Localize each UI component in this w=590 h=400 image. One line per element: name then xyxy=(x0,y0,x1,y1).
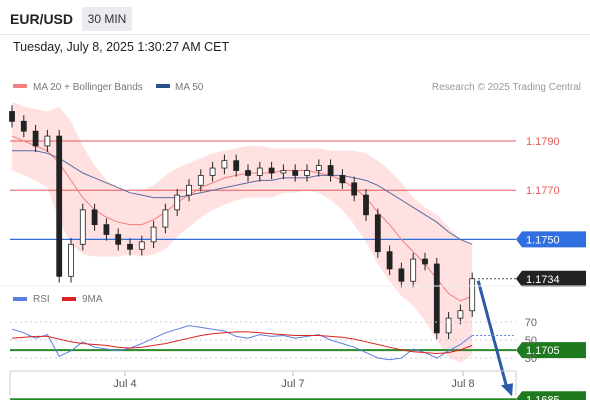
pivot-price-label: 1.1750 xyxy=(526,234,560,246)
candle-body xyxy=(374,214,381,253)
pivot-price-tag xyxy=(516,231,586,248)
candle-body xyxy=(127,243,133,250)
candle-body xyxy=(363,194,369,216)
support-price-tag xyxy=(516,342,586,359)
forecast-arrow-line xyxy=(476,280,509,389)
candle-body xyxy=(351,182,358,196)
candle-body xyxy=(20,120,27,132)
candle-body xyxy=(56,135,63,277)
candle-body xyxy=(162,209,169,228)
candle-body xyxy=(197,175,204,186)
rsi-legend-label: RSI xyxy=(33,294,50,305)
forecast-arrow-head xyxy=(501,383,513,397)
candle-body xyxy=(44,135,51,147)
support-price-label: 1.1705 xyxy=(526,345,560,357)
ma20-legend-label: MA 20 + Bollinger Bands xyxy=(33,82,143,93)
rsi-line xyxy=(11,325,473,361)
candle-body xyxy=(339,175,346,184)
ma50-legend-swatch xyxy=(156,84,170,88)
candle-body xyxy=(9,111,15,122)
candle-body xyxy=(386,251,393,270)
candle-body xyxy=(304,170,310,176)
candle-body xyxy=(268,167,275,174)
candle-body xyxy=(457,310,464,319)
candle-body xyxy=(68,243,74,277)
candle-body xyxy=(280,170,287,174)
ma50-line xyxy=(12,150,473,245)
candle-body xyxy=(115,234,122,245)
bollinger-band-area xyxy=(12,101,473,363)
candle-body xyxy=(433,263,440,334)
datetime-label: Tuesday, July 8, 2025 1:30:27 AM CET xyxy=(13,40,230,54)
candle-body xyxy=(150,226,157,243)
candle-body xyxy=(422,258,428,265)
ma20-legend-swatch xyxy=(13,84,27,88)
rsi-legend-swatch xyxy=(13,297,27,301)
candle-body xyxy=(398,268,405,282)
candle-body xyxy=(79,209,86,245)
last-price-price-tag xyxy=(516,270,586,287)
resistance-price-label: 1.1790 xyxy=(526,136,560,148)
candle-body xyxy=(138,241,145,250)
header-divider xyxy=(0,34,590,35)
candle-body xyxy=(469,278,476,312)
ma20-line xyxy=(11,135,473,302)
x-tick-label: Jul 7 xyxy=(281,378,304,390)
timeframe-button[interactable]: 30 MIN xyxy=(82,7,132,31)
resistance-price-label: 1.1770 xyxy=(526,185,560,197)
candle-body xyxy=(245,170,251,176)
ma9-legend-swatch xyxy=(62,297,76,301)
x-tick-label: Jul 8 xyxy=(451,378,474,390)
candle-body xyxy=(292,170,299,176)
support-price-tag xyxy=(516,391,586,400)
credit-label: Research © 2025 Trading Central xyxy=(432,82,581,93)
x-tick-label: Jul 4 xyxy=(113,378,136,390)
candle-body xyxy=(410,258,417,282)
rsi-ma9-line xyxy=(11,331,473,355)
candle-body xyxy=(91,209,98,226)
candle-body xyxy=(327,165,334,176)
last-price-price-label: 1.1734 xyxy=(526,274,560,286)
candle-body xyxy=(233,160,240,171)
candle-body xyxy=(256,167,263,176)
symbol-title: EUR/USD xyxy=(10,11,74,27)
candle-body xyxy=(315,165,322,171)
rsi-tick-label: 50 xyxy=(525,335,537,347)
candle-body xyxy=(103,224,110,235)
ma50-legend-label: MA 50 xyxy=(175,82,204,93)
candle-body xyxy=(174,194,181,211)
candle-body xyxy=(32,130,39,147)
rsi-tick-label: 30 xyxy=(525,353,537,365)
candle-body xyxy=(445,317,452,334)
support-price-label: 1.1685 xyxy=(526,394,560,400)
candle-body xyxy=(209,167,216,176)
candle-body xyxy=(186,184,192,196)
ma9-legend-label: 9MA xyxy=(82,294,103,305)
candle-body xyxy=(221,160,228,169)
rsi-tick-label: 70 xyxy=(525,317,537,329)
